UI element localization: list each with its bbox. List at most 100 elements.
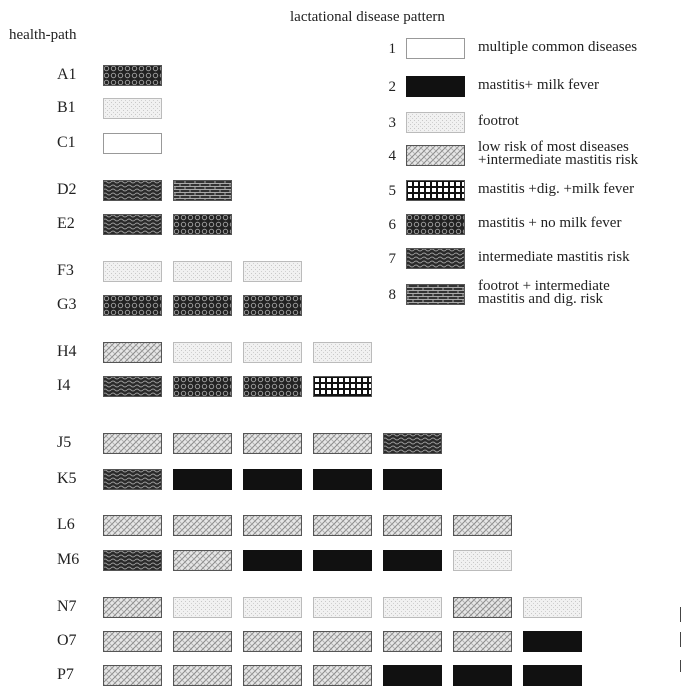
pattern-cell-2 (523, 665, 582, 686)
row-label: H4 (57, 343, 77, 360)
pattern-cell-3 (243, 261, 302, 282)
pattern-cell-6 (243, 376, 302, 397)
pattern-cell-3 (313, 342, 372, 363)
pattern-cell-4 (173, 515, 232, 536)
pattern-cell-3 (103, 261, 162, 282)
pattern-cell-3 (173, 261, 232, 282)
legend-number: 7 (388, 251, 397, 267)
pattern-cell-7 (103, 550, 162, 571)
pattern-cell-4 (103, 631, 162, 652)
legend-label-3: footrot (478, 114, 519, 129)
pattern-cell-4 (103, 342, 162, 363)
legend-label-line: mastitis and dig. risk (478, 291, 603, 307)
pattern-cell-6 (173, 376, 232, 397)
pattern-cell-3 (523, 597, 582, 618)
pattern-cell-3 (383, 597, 442, 618)
pattern-cell-2 (313, 469, 372, 490)
pattern-cell-3 (453, 550, 512, 571)
pattern-cell-4 (173, 631, 232, 652)
legend-number: 2 (388, 79, 397, 95)
pattern-cell-2 (173, 469, 232, 490)
legend-number: 8 (388, 287, 397, 303)
y-axis-label: health-path (9, 27, 77, 43)
legend-swatch-8 (406, 284, 465, 305)
pattern-cell-4 (173, 665, 232, 686)
legend-number: 4 (388, 148, 397, 164)
pattern-cell-4 (313, 631, 372, 652)
pattern-cell-6 (103, 295, 162, 316)
pattern-cell-4 (173, 550, 232, 571)
legend-number: 6 (388, 217, 397, 233)
pattern-cell-4 (453, 597, 512, 618)
legend-swatch-2 (406, 76, 465, 97)
pattern-cell-2 (453, 665, 512, 686)
legend-label-6: mastitis + no milk fever (478, 215, 622, 231)
pattern-cell-4 (243, 665, 302, 686)
pattern-cell-4 (453, 515, 512, 536)
pattern-cell-4 (313, 665, 372, 686)
legend-label-5: mastitis +dig. +milk fever (478, 181, 635, 197)
pattern-cell-7 (103, 376, 162, 397)
pattern-cell-6 (173, 295, 232, 316)
pattern-cell-4 (313, 515, 372, 536)
pattern-cell-7 (103, 214, 162, 235)
row-label: B1 (57, 99, 76, 116)
legend-label-1: multiple common diseases (478, 40, 637, 55)
row-label: J5 (57, 434, 72, 451)
pattern-cell-4 (103, 665, 162, 686)
pattern-cell-3 (173, 342, 232, 363)
edge-mark (680, 660, 681, 672)
pattern-cell-6 (173, 214, 232, 235)
pattern-cell-1 (103, 133, 162, 154)
row-label: F3 (57, 262, 74, 279)
row-label: A1 (57, 66, 77, 83)
pattern-cell-2 (383, 469, 442, 490)
row-label: O7 (57, 632, 77, 649)
legend-number: 3 (388, 115, 397, 131)
edge-mark (680, 607, 681, 622)
row-label: P7 (57, 666, 74, 683)
pattern-cell-7 (383, 433, 442, 454)
row-label: L6 (57, 516, 75, 533)
pattern-cell-4 (173, 433, 232, 454)
pattern-cell-2 (243, 469, 302, 490)
legend-swatch-6 (406, 214, 465, 235)
legend-label-7: intermediate mastitis risk (478, 249, 630, 265)
pattern-cell-2 (383, 550, 442, 571)
pattern-cell-4 (453, 631, 512, 652)
pattern-cell-2 (523, 631, 582, 652)
legend-swatch-7 (406, 248, 465, 269)
edge-mark (680, 632, 681, 647)
pattern-cell-3 (173, 597, 232, 618)
legend-label-line: mastitis +dig. +milk fever (478, 181, 635, 197)
legend-swatch-3 (406, 112, 465, 133)
row-label: E2 (57, 215, 75, 232)
pattern-cell-2 (383, 665, 442, 686)
page-title: lactational disease pattern (290, 9, 445, 25)
legend-number: 5 (388, 183, 397, 199)
legend-label-4: low risk of most diseases +intermediate m… (478, 140, 639, 168)
row-label: K5 (57, 470, 77, 487)
legend-label-line: mastitis+ milk fever (478, 77, 599, 93)
pattern-cell-2 (313, 550, 372, 571)
pattern-cell-4 (243, 433, 302, 454)
legend-label-2: mastitis+ milk fever (478, 77, 599, 93)
legend-label-line: mastitis + no milk fever (478, 215, 622, 231)
row-label: D2 (57, 181, 77, 198)
pattern-cell-7 (103, 469, 162, 490)
legend-number: 1 (388, 41, 397, 57)
pattern-cell-3 (243, 597, 302, 618)
pattern-cell-4 (243, 515, 302, 536)
legend-swatch-1 (406, 38, 465, 59)
pattern-cell-4 (103, 515, 162, 536)
legend-label-8: footrot + intermediate mastitis and dig. … (478, 279, 610, 307)
pattern-cell-6 (103, 65, 162, 86)
legend-label-line: intermediate mastitis risk (478, 249, 630, 265)
pattern-cell-2 (243, 550, 302, 571)
pattern-cell-6 (243, 295, 302, 316)
pattern-cell-3 (103, 98, 162, 119)
legend-label-line: +intermediate mastitis risk (478, 152, 639, 168)
pattern-cell-4 (313, 433, 372, 454)
row-label: G3 (57, 296, 77, 313)
